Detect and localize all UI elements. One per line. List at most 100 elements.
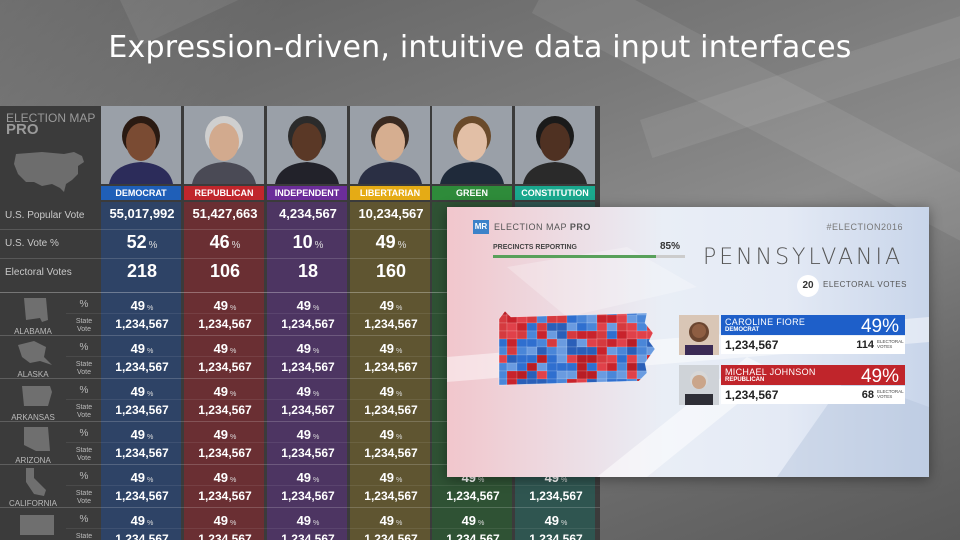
state-pct-cell[interactable]: 49% bbox=[296, 298, 320, 313]
state-shape-icon bbox=[22, 386, 52, 406]
vote-pct-cell[interactable]: 52% bbox=[126, 232, 158, 252]
state-pct-cell[interactable]: 49% bbox=[213, 384, 237, 399]
county-region bbox=[596, 346, 608, 356]
county-region bbox=[526, 311, 538, 316]
state-vote-cell[interactable]: 1,234,567 bbox=[364, 360, 418, 374]
county-region bbox=[606, 314, 618, 324]
state-vote-cell[interactable]: 1,234,567 bbox=[281, 489, 335, 503]
state-pct-cell[interactable]: 49% bbox=[296, 384, 320, 399]
state-vote-cell[interactable]: 1,234,567 bbox=[198, 532, 252, 540]
state-pct-cell[interactable]: 49% bbox=[379, 427, 403, 442]
state-pct-cell[interactable]: 49% bbox=[296, 341, 320, 356]
popular-vote-cell[interactable]: 10,234,567 bbox=[358, 206, 424, 221]
county-region bbox=[536, 362, 548, 372]
state-vote-cell[interactable]: 1,234,567 bbox=[529, 489, 583, 503]
county-region bbox=[626, 338, 638, 348]
state-vote-cell[interactable]: 1,234,567 bbox=[198, 317, 252, 331]
popular-vote-cell[interactable]: 55,017,992 bbox=[109, 206, 175, 221]
state-pct-cell[interactable]: 49% bbox=[213, 470, 237, 485]
state-vote-cell[interactable]: 1,234,567 bbox=[281, 403, 335, 417]
pct-row-label: % bbox=[79, 385, 89, 396]
state-vote-cell[interactable]: 1,234,567 bbox=[198, 446, 252, 460]
state-pct-cell[interactable]: 49% bbox=[296, 427, 320, 442]
state-vote-cell[interactable]: 1,234,567 bbox=[115, 317, 169, 331]
state-vote-cell[interactable]: 1,234,567 bbox=[115, 489, 169, 503]
electoral-votes-cell[interactable]: 218 bbox=[126, 261, 158, 281]
county-region bbox=[516, 346, 528, 356]
state-pct-cell[interactable]: 49% bbox=[130, 513, 154, 528]
state-pct-cell[interactable]: 49% bbox=[379, 384, 403, 399]
candidate-column-bg bbox=[350, 202, 430, 540]
county-region bbox=[636, 330, 648, 340]
vote-pct-cell[interactable]: 46% bbox=[209, 232, 241, 252]
row-divider bbox=[0, 292, 600, 293]
state-pct-cell[interactable]: 49% bbox=[379, 341, 403, 356]
electoral-votes-cell[interactable]: 160 bbox=[375, 261, 407, 281]
county-region bbox=[546, 346, 558, 356]
state-pct-cell[interactable]: 49% bbox=[130, 341, 154, 356]
state-pct-cell[interactable]: 49% bbox=[296, 513, 320, 528]
county-region bbox=[499, 370, 508, 380]
candidate-party: REPUBLICAN bbox=[725, 377, 765, 383]
state-vote-cell[interactable]: 1,234,567 bbox=[198, 360, 252, 374]
state-pct-cell[interactable]: 49% bbox=[461, 513, 485, 528]
state-vote-cell[interactable]: 1,234,567 bbox=[281, 317, 335, 331]
party-label: INDEPENDENT bbox=[267, 186, 347, 200]
state-vote-cell[interactable]: 1,234,567 bbox=[529, 532, 583, 540]
vote-pct-cell[interactable]: 10% bbox=[292, 232, 324, 252]
precincts-label: PRECINCTS REPORTING bbox=[493, 244, 578, 251]
state-pct-cell[interactable]: 49% bbox=[130, 470, 154, 485]
county-region bbox=[556, 338, 568, 348]
state-pct-cell[interactable]: 49% bbox=[130, 384, 154, 399]
county-region bbox=[646, 378, 655, 385]
state-row-divider bbox=[0, 507, 600, 508]
state-vote-cell[interactable]: 1,234,567 bbox=[115, 446, 169, 460]
state-pct-cell[interactable]: 49% bbox=[379, 513, 403, 528]
state-shape-icon bbox=[24, 298, 48, 322]
state-vote-cell[interactable]: 1,234,567 bbox=[446, 489, 500, 503]
state-pct-cell[interactable]: 49% bbox=[130, 298, 154, 313]
state-vote-cell[interactable]: 1,234,567 bbox=[364, 532, 418, 540]
electoral-votes-cell[interactable]: 106 bbox=[209, 261, 241, 281]
state-vote-cell[interactable]: 1,234,567 bbox=[115, 532, 169, 540]
state-pct-cell[interactable]: 49% bbox=[379, 298, 403, 313]
county-region bbox=[516, 338, 528, 348]
county-region bbox=[616, 346, 628, 356]
county-region bbox=[586, 362, 598, 372]
county-region bbox=[566, 322, 578, 332]
state-vote-cell[interactable]: 1,234,567 bbox=[364, 446, 418, 460]
state-name: ARIZONA bbox=[15, 456, 51, 465]
state-vote-cell[interactable]: 1,234,567 bbox=[115, 360, 169, 374]
state-vote-cell[interactable]: 1,234,567 bbox=[281, 532, 335, 540]
pct-row-label: % bbox=[79, 514, 89, 525]
state-vote-cell[interactable]: 1,234,567 bbox=[364, 317, 418, 331]
state-vote-cell[interactable]: 1,234,567 bbox=[281, 360, 335, 374]
state-pct-cell[interactable]: 49% bbox=[213, 341, 237, 356]
state-pct-cell[interactable]: 49% bbox=[544, 513, 568, 528]
vote-pct-cell[interactable]: 49% bbox=[375, 232, 407, 252]
state-vote-cell[interactable]: 1,234,567 bbox=[446, 532, 500, 540]
state-vote-cell[interactable]: 1,234,567 bbox=[198, 403, 252, 417]
state-pct-cell[interactable]: 49% bbox=[213, 298, 237, 313]
county-region bbox=[566, 362, 578, 372]
county-region bbox=[556, 330, 568, 340]
state-vote-cell[interactable]: 1,234,567 bbox=[364, 403, 418, 417]
state-vote-cell[interactable]: 1,234,567 bbox=[281, 446, 335, 460]
popular-vote-cell[interactable]: 51,427,663 bbox=[192, 206, 258, 221]
state-vote-cell[interactable]: 1,234,567 bbox=[115, 403, 169, 417]
state-pct-cell[interactable]: 49% bbox=[213, 513, 237, 528]
county-region bbox=[596, 354, 608, 364]
state-pct-cell[interactable]: 49% bbox=[379, 470, 403, 485]
precincts-progress-bar bbox=[493, 255, 685, 258]
county-region bbox=[506, 354, 518, 364]
state-vote-cell[interactable]: 1,234,567 bbox=[198, 489, 252, 503]
county-region bbox=[646, 338, 655, 348]
electoral-votes-cell[interactable]: 18 bbox=[297, 261, 319, 281]
state-pct-cell[interactable]: 49% bbox=[130, 427, 154, 442]
popular-vote-cell[interactable]: 4,234,567 bbox=[279, 206, 337, 221]
state-pct-cell[interactable]: 49% bbox=[213, 427, 237, 442]
state-pct-cell[interactable]: 49% bbox=[296, 470, 320, 485]
state-vote-cell[interactable]: 1,234,567 bbox=[364, 489, 418, 503]
candidate-photo bbox=[184, 106, 264, 184]
row-label-popular-vote: U.S. Popular Vote bbox=[5, 210, 85, 221]
